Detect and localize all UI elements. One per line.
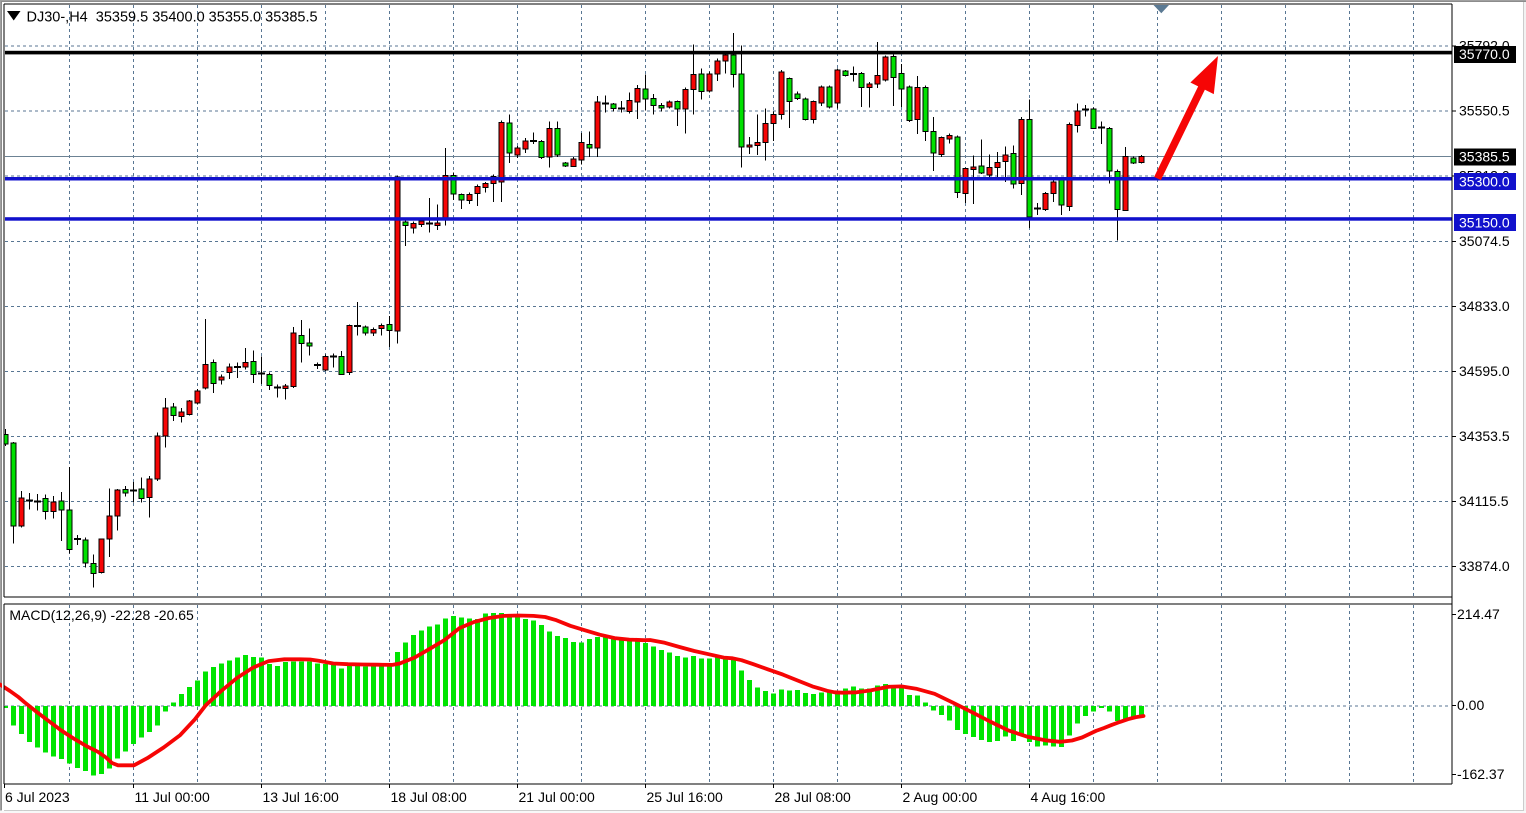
svg-text:33874.0: 33874.0 xyxy=(1459,558,1510,574)
svg-text:34115.5: 34115.5 xyxy=(1459,493,1509,509)
svg-text:34353.5: 34353.5 xyxy=(1459,428,1510,444)
svg-text:28 Jul 08:00: 28 Jul 08:00 xyxy=(775,789,851,805)
svg-text:DJ30-,H4 35359.5 35400.0 3535: DJ30-,H4 35359.5 35400.0 35355.0 35385.5 xyxy=(27,9,318,25)
svg-text:35300.0: 35300.0 xyxy=(1459,173,1510,189)
svg-text:35550.5: 35550.5 xyxy=(1459,103,1510,119)
svg-text:35770.0: 35770.0 xyxy=(1459,46,1510,62)
svg-text:-162.37: -162.37 xyxy=(1457,766,1505,782)
svg-text:4 Aug 16:00: 4 Aug 16:00 xyxy=(1031,789,1106,805)
svg-text:35150.0: 35150.0 xyxy=(1459,214,1510,230)
svg-text:18 Jul 08:00: 18 Jul 08:00 xyxy=(391,789,467,805)
svg-text:214.47: 214.47 xyxy=(1457,606,1500,622)
svg-text:0.00: 0.00 xyxy=(1457,697,1484,713)
svg-text:21 Jul 00:00: 21 Jul 00:00 xyxy=(519,789,595,805)
svg-text:25 Jul 16:00: 25 Jul 16:00 xyxy=(647,789,723,805)
svg-text:MACD(12,26,9) -22.28 -20.65: MACD(12,26,9) -22.28 -20.65 xyxy=(9,607,194,623)
svg-text:34595.0: 34595.0 xyxy=(1459,363,1510,379)
svg-text:34833.0: 34833.0 xyxy=(1459,298,1510,314)
svg-text:13 Jul 16:00: 13 Jul 16:00 xyxy=(263,789,339,805)
svg-text:6 Jul 2023: 6 Jul 2023 xyxy=(5,789,70,805)
svg-text:35385.5: 35385.5 xyxy=(1459,149,1510,165)
svg-text:11 Jul 00:00: 11 Jul 00:00 xyxy=(135,789,210,805)
svg-text:2 Aug 00:00: 2 Aug 00:00 xyxy=(903,789,978,805)
svg-text:35074.5: 35074.5 xyxy=(1459,233,1510,249)
